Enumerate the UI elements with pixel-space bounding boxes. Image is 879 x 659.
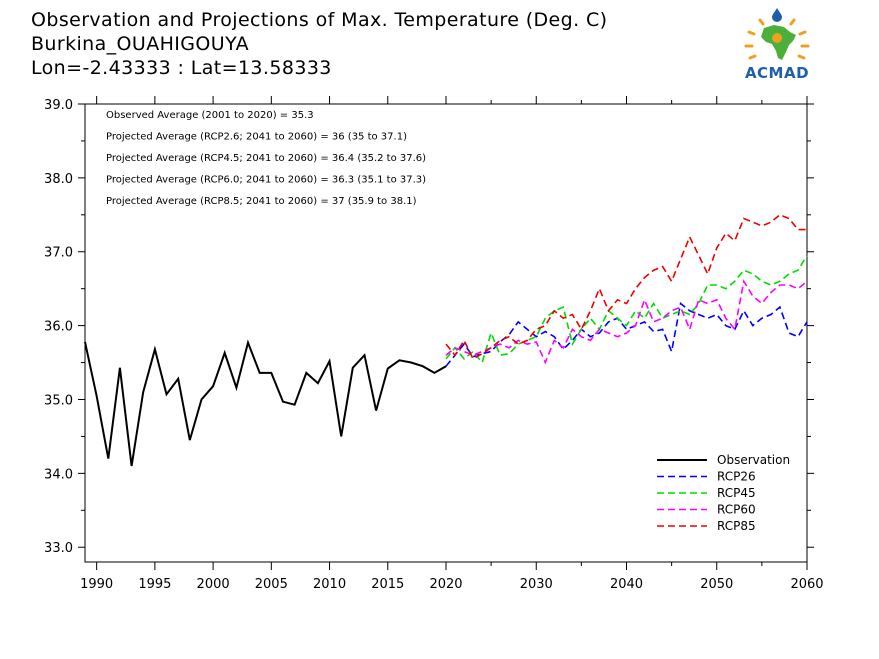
chart-title: Observation and Projections of Max. Temp… bbox=[31, 9, 608, 31]
station-name: Burkina_OUAHIGOUYA bbox=[31, 33, 250, 55]
series-lines bbox=[84, 213, 808, 467]
x-tick-label: 2060 bbox=[790, 577, 823, 592]
legend-label: RCP45 bbox=[717, 486, 756, 500]
series-line-rcp60 bbox=[445, 279, 808, 365]
annotations: Observed Average (2001 to 2020) = 35.3 Pr… bbox=[106, 110, 426, 207]
plot-frame bbox=[84, 103, 808, 563]
station-coordinates: Lon=-2.43333 : Lat=13.58333 bbox=[31, 57, 332, 79]
chart-title-block: Observation and Projections of Max. Temp… bbox=[31, 8, 607, 80]
x-tick-label: 2020 bbox=[429, 577, 462, 592]
legend: Observation RCP26 RCP45 RCP60 RCP85 bbox=[657, 453, 790, 533]
annotation-line: Projected Average (RCP2.6; 2041 to 2060)… bbox=[106, 132, 407, 143]
x-tick-label: 1990 bbox=[80, 577, 113, 592]
legend-label: RCP26 bbox=[717, 470, 756, 484]
logo-text: ACMAD bbox=[744, 64, 810, 82]
annotation-line: Projected Average (RCP8.5; 2041 to 2060)… bbox=[106, 196, 417, 207]
x-tick-label: 2000 bbox=[197, 577, 230, 592]
x-tick-label: 2040 bbox=[610, 577, 643, 592]
legend-label: RCP85 bbox=[717, 519, 756, 533]
y-tick-label: 33.0 bbox=[44, 541, 73, 556]
series-line-rcp45 bbox=[445, 254, 808, 365]
y-tick-label: 35.0 bbox=[44, 393, 73, 408]
x-axis: 1990 1995 2000 2005 2010 2015 2020 2030 2040 2050… bbox=[80, 96, 824, 592]
y-tick-label: 37.0 bbox=[44, 246, 73, 261]
annotation-line: Projected Average (RCP4.5; 2041 to 2060)… bbox=[106, 153, 426, 164]
series-line-rcp85 bbox=[445, 213, 807, 361]
series-line-rcp26 bbox=[445, 302, 808, 367]
legend-label: Observation bbox=[717, 453, 790, 467]
legend-label: RCP60 bbox=[717, 503, 756, 517]
y-axis: 33.0 34.0 35.0 36.0 37.0 38.0 39.0 bbox=[44, 98, 814, 556]
x-tick-label: 2005 bbox=[255, 577, 288, 592]
x-tick-label: 1995 bbox=[138, 577, 171, 592]
acmad-logo: ACMAD bbox=[736, 8, 818, 84]
annotation-line: Observed Average (2001 to 2020) = 35.3 bbox=[106, 110, 314, 121]
y-tick-label: 39.0 bbox=[44, 98, 73, 113]
annotation-line: Projected Average (RCP6.0; 2041 to 2060)… bbox=[106, 175, 426, 186]
x-tick-label: 2030 bbox=[520, 577, 553, 592]
africa-icon bbox=[744, 8, 810, 60]
x-tick-label: 2015 bbox=[371, 577, 404, 592]
x-tick-label: 2010 bbox=[313, 577, 346, 592]
y-tick-label: 34.0 bbox=[44, 467, 73, 482]
series-line-observation bbox=[84, 339, 447, 467]
y-tick-label: 36.0 bbox=[44, 320, 73, 335]
y-tick-label: 38.0 bbox=[44, 172, 73, 187]
x-tick-label: 2050 bbox=[700, 577, 733, 592]
